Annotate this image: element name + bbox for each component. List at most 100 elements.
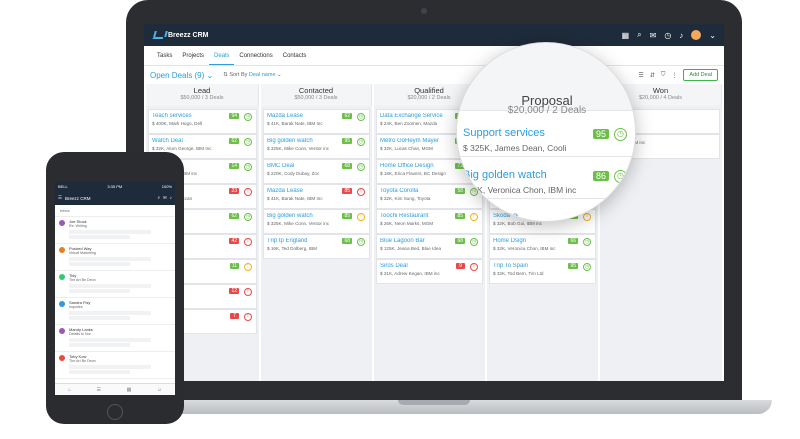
- column-summary: $50,000 / 3 Deals: [294, 95, 338, 101]
- deal-card[interactable]: Teach services $ 400K, Mark Hugo, Dell 94 ◷: [148, 109, 257, 134]
- grid-icon[interactable]: ▦: [126, 386, 132, 393]
- message-preview: [69, 230, 151, 234]
- tab-contacts[interactable]: Contacts: [282, 53, 307, 59]
- magnified-partial-card: France: [487, 211, 519, 222]
- deal-detail: $ 400K, Mark Hugo, Dell: [152, 121, 203, 126]
- status-clock-icon[interactable]: ◷: [244, 113, 252, 121]
- column-title: Lead: [193, 86, 211, 95]
- message-subject: The Art Be Deon: [69, 359, 96, 363]
- message-sender: Joe Stock: [69, 219, 87, 224]
- deal-card[interactable]: Big golden watch $ 325K, Mike Conn, Vento…: [263, 209, 370, 234]
- deal-card[interactable]: Trip To Spain $ 32K, Tod Bern, Tim Ltd 95 ◷: [489, 259, 596, 284]
- filter-icon[interactable]: ⛉: [660, 71, 666, 78]
- status-alert-icon[interactable]: !: [244, 188, 252, 196]
- chevron-down-icon[interactable]: ⌄: [709, 30, 716, 40]
- clock-icon[interactable]: ◷: [664, 30, 672, 40]
- status-alert-icon[interactable]: !: [244, 313, 252, 321]
- status-alert-icon[interactable]: !: [583, 213, 591, 221]
- score-badge: 68: [342, 238, 352, 244]
- list-item[interactable]: Pushed Way Virtual Marketing: [55, 244, 175, 271]
- user-icon[interactable]: ☺: [157, 386, 163, 393]
- deal-card[interactable]: Mazda Lease $ 41K, Barak Nate, IBM Inc 85!: [263, 184, 370, 209]
- list-icon[interactable]: ☰: [96, 386, 101, 393]
- mail-icon[interactable]: ✉: [649, 30, 657, 40]
- column-header: Lead $50,000 / 3 Deals: [146, 84, 259, 106]
- bell-icon[interactable]: ♪: [679, 30, 684, 40]
- status-clock-icon[interactable]: ◷: [357, 113, 365, 121]
- status-alert-icon[interactable]: !: [244, 263, 252, 271]
- deal-filter-dropdown[interactable]: Open Deals (9) ⌄: [150, 70, 214, 80]
- status-clock-icon[interactable]: ◷: [357, 238, 365, 246]
- deal-card[interactable]: Trip tp England $ 16K, Ted Dolberg, IBM 68…: [263, 234, 370, 259]
- status-alert-icon[interactable]: !: [357, 213, 365, 221]
- status-alert-icon[interactable]: !: [244, 288, 252, 296]
- magnified-title: Proposal: [521, 93, 573, 108]
- list-item[interactable]: Toby Kow The Art Be Deon: [55, 352, 175, 379]
- deal-card[interactable]: Big golden watch $ 325K, Mike Conn, Vento…: [263, 134, 370, 159]
- status-clock-icon[interactable]: ◷: [583, 238, 591, 246]
- status-clock-icon[interactable]: ◷: [583, 263, 591, 271]
- status-alert-icon[interactable]: !: [470, 213, 478, 221]
- list-view-icon[interactable]: ☰: [638, 72, 644, 79]
- list-item[interactable]: Joe Stock Re: Writing: [55, 217, 175, 244]
- status-clock-icon[interactable]: ◷: [470, 238, 478, 246]
- deal-card[interactable]: Toochi Restaurant $ 26K, Neon Marks, MGM 8…: [376, 209, 483, 234]
- avatar[interactable]: [691, 30, 702, 40]
- list-item[interactable]: Sandra Fisy Inquiries: [55, 298, 175, 325]
- score-badge: 86: [592, 171, 609, 181]
- status-clock-icon[interactable]: ◷: [357, 163, 365, 171]
- deal-card[interactable]: Siros Deal $ 31K, Adrew Kegan, IBM inc 9!: [376, 259, 483, 284]
- status-clock-icon[interactable]: ◷: [244, 163, 252, 171]
- score-badge: 62: [229, 138, 239, 144]
- tab-projects[interactable]: Projects: [182, 53, 205, 59]
- list-item[interactable]: Tidy The Art Be Deon: [55, 271, 175, 298]
- phone-screen: BELL 3:35 PM 100% ☰ Breezz CRM ⌕ ✉ ♪ Inbox…: [55, 181, 175, 395]
- home-icon[interactable]: ⌂: [67, 386, 71, 393]
- deal-card[interactable]: Blue Lagoon Bar $ 125K, Jeana Bed, Blue I…: [376, 234, 483, 259]
- sort-icon[interactable]: ⇵: [649, 72, 655, 79]
- message-sender: Pushed Way: [69, 246, 92, 251]
- status-clock-icon[interactable]: ◷: [244, 213, 252, 221]
- more-icon[interactable]: ⋮: [671, 72, 678, 79]
- column-summary: $20,000 / 2 Deals: [407, 95, 451, 101]
- status-clock-icon[interactable]: ◷: [357, 138, 365, 146]
- message-preview: [69, 316, 131, 320]
- list-item[interactable]: Mandy Lanks Details to Nor: [55, 325, 175, 352]
- search-icon[interactable]: ⌕: [157, 195, 160, 200]
- tab-deals[interactable]: Deals: [209, 46, 235, 65]
- grid-icon[interactable]: ▦: [621, 30, 630, 40]
- phone-home-button[interactable]: [107, 404, 123, 420]
- column-header: Contacted $50,000 / 3 Deals: [261, 84, 372, 106]
- score-badge: 7: [230, 313, 239, 319]
- bell-icon[interactable]: ♪: [169, 195, 172, 200]
- tab-tasks[interactable]: Tasks: [157, 53, 173, 59]
- sort-by[interactable]: ⇅ Sort By Deal name ⌄: [223, 72, 282, 78]
- deal-name: Big golden watch: [267, 213, 313, 219]
- magnified-column-header: Proposal $20,000 / 2 Deals: [457, 43, 635, 116]
- add-deal-button[interactable]: Add Deal: [683, 69, 718, 81]
- mail-icon[interactable]: ✉: [162, 195, 167, 200]
- deal-detail: $ 41K, Barak Nate, IBM Inc: [267, 196, 323, 201]
- brand[interactable]: Breezz CRM: [152, 31, 208, 39]
- tab-connections[interactable]: Connections: [239, 53, 273, 59]
- deal-card[interactable]: Mazda Lease $ 41K, Barak Nate, IBM Inc 62 ◷: [263, 109, 370, 134]
- search-icon[interactable]: ⌕: [637, 30, 642, 39]
- contact-avatar: [59, 355, 65, 361]
- deal-detail: $ 325K, Mike Conn, Ventor inc: [267, 146, 330, 151]
- main-tabs: Tasks Projects Deals Connections Contact…: [144, 46, 724, 66]
- status-clock-icon[interactable]: ◷: [244, 138, 252, 146]
- score-badge: 95: [592, 129, 609, 139]
- deal-card[interactable]: Watch Deal $ 32K, Alum George, IBM Inc 62 ◷: [148, 134, 257, 159]
- magnified-card[interactable]: Support services $ 325K, James Dean, Coo…: [457, 123, 635, 157]
- status-alert-icon[interactable]: !: [470, 263, 478, 271]
- carrier: BELL: [58, 183, 68, 189]
- deal-card[interactable]: BMC Deal $ 220K, Cody Dubay, Zoc 68 ◷: [263, 159, 370, 184]
- score-badge: 9: [456, 263, 465, 269]
- magnified-card[interactable]: Big golden watch 325K, Veronica Chon, IB…: [457, 165, 635, 199]
- status-alert-icon[interactable]: !: [357, 188, 365, 196]
- deal-card[interactable]: Home Dsign $ 32K, Veronica Chon, IBM inc 6…: [489, 234, 596, 259]
- deal-name: Mazda Lease: [267, 188, 304, 194]
- status-alert-icon[interactable]: !: [244, 238, 252, 246]
- toolbar-actions: ☰ ⇵ ⛉ ⋮ Add Deal: [638, 69, 718, 81]
- menu-icon[interactable]: ☰: [58, 195, 63, 200]
